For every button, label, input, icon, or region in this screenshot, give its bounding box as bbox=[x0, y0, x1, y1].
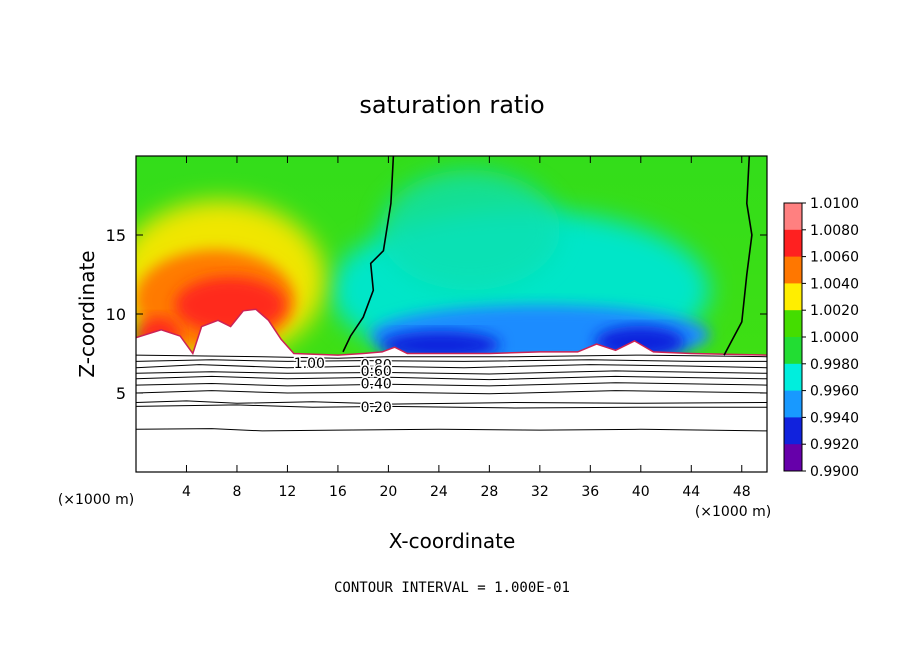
colorbar-level-label: 0.9920 bbox=[810, 437, 859, 453]
chart-title: saturation ratio bbox=[359, 91, 544, 119]
contour-line-0_2 bbox=[136, 404, 767, 409]
x-tick-label: 32 bbox=[531, 484, 549, 500]
contour-line-0_7 bbox=[136, 370, 767, 375]
colorbar-swatch bbox=[784, 283, 802, 311]
x-tick-label: 12 bbox=[279, 484, 297, 500]
x-axis-ticks: 4 8 12 16 20 24 28 32 36 40 44 48 bbox=[182, 156, 751, 500]
unshaded-lower-layer bbox=[136, 309, 767, 472]
x-axis-unit: (×1000 m) bbox=[58, 492, 134, 508]
colorbar-level-label: 0.9980 bbox=[810, 357, 859, 373]
contour-label: 0.40 bbox=[361, 377, 392, 393]
z-axis-unit: (×1000 m) bbox=[695, 504, 771, 520]
colorbar-swatch bbox=[784, 390, 802, 418]
colorbar-level-label: 1.0020 bbox=[810, 303, 859, 319]
colorbar-level-label: 0.9940 bbox=[810, 410, 859, 426]
y-tick-label: 5 bbox=[116, 384, 126, 403]
colorbar-level-label: 1.0080 bbox=[810, 223, 859, 239]
colorbar-level-label: 1.0040 bbox=[810, 276, 859, 292]
x-tick-label: 8 bbox=[232, 484, 241, 500]
colorbar-swatch bbox=[784, 256, 802, 284]
x-axis-label: X-coordinate bbox=[389, 529, 516, 553]
colorbar-level-label: 0.9960 bbox=[810, 384, 859, 400]
unity-contour-0 bbox=[342, 156, 395, 353]
y-tick-label: 10 bbox=[106, 305, 126, 324]
contour-line-0_8 bbox=[136, 364, 767, 369]
x-tick-label: 4 bbox=[182, 484, 191, 500]
y-axis-ticks: 5 10 15 bbox=[106, 226, 767, 403]
contour-line-0_1 bbox=[136, 428, 767, 432]
colorbar-swatch bbox=[784, 444, 802, 472]
colorbar-swatch bbox=[784, 337, 802, 365]
contour-line-0_5 bbox=[136, 382, 767, 387]
contour-label: 0.20 bbox=[361, 400, 392, 416]
colorbar-level-label: 1.0100 bbox=[810, 196, 859, 212]
colorbar-level-label: 1.0000 bbox=[810, 330, 859, 346]
contour-line-0_4 bbox=[136, 390, 767, 395]
contour-label: 0.60 bbox=[361, 364, 392, 380]
contour-line-0_6 bbox=[136, 375, 767, 381]
x-tick-label: 16 bbox=[329, 484, 347, 500]
field-shading bbox=[136, 170, 710, 370]
contour-label: 1.00 bbox=[294, 356, 325, 372]
contour-labels: 1.00 0.800.600.40 0.20 bbox=[292, 354, 393, 417]
x-tick-label: 20 bbox=[379, 484, 397, 500]
contour-line-1 bbox=[136, 354, 767, 359]
x-tick-label: 40 bbox=[632, 484, 650, 500]
contour-line-0_9 bbox=[136, 359, 767, 362]
colorbar-level-label: 0.9900 bbox=[810, 464, 859, 480]
x-tick-label: 28 bbox=[480, 484, 498, 500]
y-axis-label: Z-coordinate bbox=[75, 250, 99, 377]
contour-line-0_3 bbox=[136, 400, 767, 405]
contour-interval-note: CONTOUR INTERVAL = 1.000E-01 bbox=[334, 580, 570, 596]
x-tick-label: 44 bbox=[682, 484, 700, 500]
colorbar-swatch bbox=[784, 229, 802, 258]
colorbar: 1.0100 1.0080 1.0060 1.0040 1.0020 1.0000 0.99… bbox=[783, 196, 859, 480]
x-tick-label: 48 bbox=[733, 484, 751, 500]
colorbar-swatch bbox=[784, 310, 802, 338]
mixed-layer-top-edge bbox=[136, 308, 767, 356]
contour-lines bbox=[136, 354, 767, 432]
y-tick-label: 15 bbox=[106, 226, 126, 245]
cyan-region-upper bbox=[380, 170, 560, 290]
x-tick-label: 24 bbox=[430, 484, 448, 500]
colorbar-level-label: 1.0060 bbox=[810, 250, 859, 266]
colorbar-swatch bbox=[784, 203, 802, 231]
saturation-unity-contours bbox=[342, 156, 753, 356]
colorbar-swatch bbox=[784, 417, 802, 445]
darkblue-region bbox=[380, 331, 500, 359]
x-tick-label: 36 bbox=[581, 484, 599, 500]
plot-area: 1.00 0.800.600.40 0.20 bbox=[136, 156, 767, 472]
contour-label: 0.80 bbox=[361, 358, 392, 374]
colorbar-swatch bbox=[784, 363, 802, 392]
unity-contour-1 bbox=[723, 156, 753, 356]
